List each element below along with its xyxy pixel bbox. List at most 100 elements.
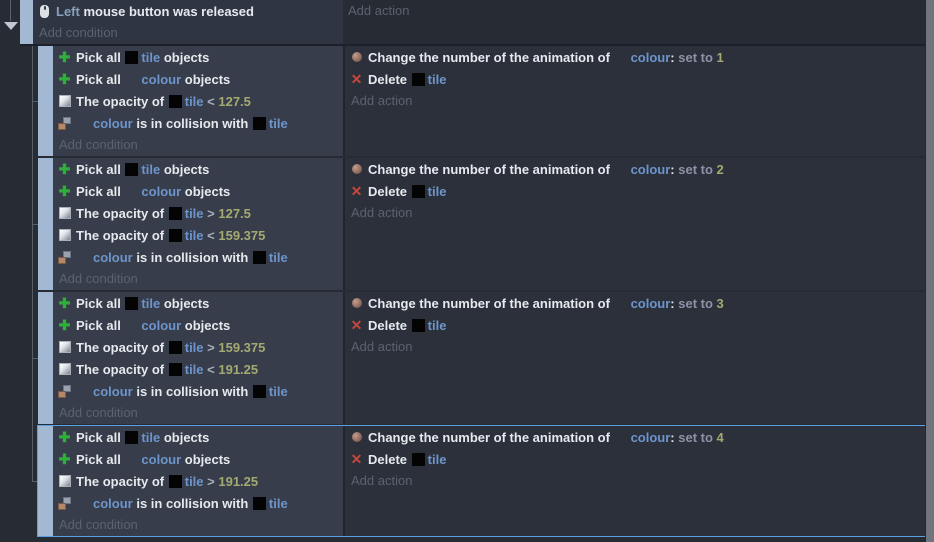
text-segment: Delete (368, 317, 411, 333)
text-segment: 191.25 (218, 361, 259, 377)
add-action-link[interactable]: Add action (351, 473, 413, 488)
condition-row[interactable]: The opacity of tile > 159.375 (53, 336, 343, 358)
tree-connector (32, 101, 39, 102)
text-segment: Delete (368, 71, 411, 87)
condition-row[interactable]: The opacity of tile < 191.25 (53, 358, 343, 380)
add-action-link[interactable]: Add action (351, 205, 413, 220)
row-text: Delete tile (368, 184, 446, 199)
pick-all-icon (57, 296, 72, 311)
row-text: Change the number of the animation of co… (368, 430, 724, 445)
row-text: Pick all tile objects (76, 50, 209, 65)
condition-row[interactable]: Pick all colour objects (53, 68, 343, 90)
text-segment: Delete (368, 451, 411, 467)
collision-icon (57, 496, 72, 511)
action-row[interactable]: Delete tile (345, 448, 934, 470)
actions-panel: Change the number of the animation of co… (343, 426, 934, 536)
pick-all-icon (57, 50, 72, 65)
delete-icon (349, 72, 364, 87)
condition-row[interactable]: Pick all tile objects (53, 426, 343, 448)
tile-object-icon (411, 452, 425, 466)
text-segment: is in collision with (132, 495, 252, 511)
delete-icon (349, 184, 364, 199)
condition-row[interactable]: colour is in collision with tile (53, 492, 343, 514)
scrollbar-thumb[interactable] (925, 0, 934, 542)
root-conditions-panel: Left mouse button was released Add condi… (33, 0, 343, 44)
add-condition-link[interactable]: Add condition (59, 517, 138, 532)
text-segment: set to (678, 49, 717, 65)
sub-event-block-4[interactable]: Pick all tile objectsPick all colour obj… (37, 425, 934, 537)
pick-all-icon (57, 162, 72, 177)
action-row[interactable]: Change the number of the animation of co… (345, 46, 934, 68)
row-text: Change the number of the animation of co… (368, 296, 724, 311)
condition-row[interactable]: The opacity of tile > 191.25 (53, 470, 343, 492)
event-handle[interactable] (38, 426, 53, 536)
condition-row[interactable]: Pick all colour objects (53, 314, 343, 336)
text-segment: objects (160, 161, 210, 177)
text-segment: Change the number of the animation of (368, 429, 614, 445)
add-condition-link[interactable]: Add condition (59, 137, 138, 152)
row-text: The opacity of tile < 191.25 (76, 362, 258, 377)
condition-row[interactable]: Pick all tile objects (53, 158, 343, 180)
action-row[interactable]: Delete tile (345, 314, 934, 336)
text-segment: objects (181, 317, 231, 333)
condition-row[interactable]: colour is in collision with tile (53, 380, 343, 402)
condition-row[interactable]: The opacity of tile > 127.5 (53, 202, 343, 224)
condition-row[interactable]: colour is in collision with tile (53, 246, 343, 268)
action-row[interactable]: Delete tile (345, 180, 934, 202)
add-action-link[interactable]: Add action (348, 3, 410, 18)
action-row[interactable]: Change the number of the animation of co… (345, 158, 934, 180)
tile-object-icon (125, 162, 139, 176)
text-segment: Delete (368, 183, 411, 199)
condition-row[interactable]: The opacity of tile < 159.375 (53, 224, 343, 246)
condition-row[interactable]: Left mouse button was released (33, 0, 343, 22)
row-text: The opacity of tile < 127.5 (76, 94, 251, 109)
condition-row[interactable]: Pick all tile objects (53, 292, 343, 314)
action-row[interactable]: Delete tile (345, 68, 934, 90)
tree-line (10, 0, 11, 21)
add-condition-link[interactable]: Add condition (59, 405, 138, 420)
colour-object-icon (615, 163, 628, 176)
text-segment: tile (184, 93, 204, 109)
pick-all-icon (57, 430, 72, 445)
text-segment: tile (427, 71, 447, 87)
sub-event-block-1[interactable]: Pick all tile objects Pick all colour obj… (38, 46, 934, 156)
text-segment: Pick all (76, 429, 125, 445)
text-segment: objects (181, 451, 231, 467)
text-segment: is in collision with (132, 383, 252, 399)
text-segment: tile (427, 451, 447, 467)
add-condition-link[interactable]: Add condition (39, 25, 118, 40)
text-segment: Left (56, 3, 84, 19)
event-handle[interactable] (38, 46, 53, 156)
tile-object-icon (168, 474, 182, 488)
text-segment: tile (141, 161, 161, 177)
action-row[interactable]: Change the number of the animation of co… (345, 292, 934, 314)
action-row[interactable]: Change the number of the animation of co… (345, 426, 934, 448)
pick-all-icon (57, 72, 72, 87)
text-segment: colour (93, 249, 133, 265)
sub-event-block-2[interactable]: Pick all tile objectsPick all colour obj… (38, 158, 934, 290)
sub-event-block-3[interactable]: Pick all tile objectsPick all colour obj… (38, 292, 934, 424)
event-handle[interactable] (38, 158, 53, 290)
add-action-link[interactable]: Add action (351, 93, 413, 108)
colour-object-icon (615, 297, 628, 310)
event-handle[interactable] (38, 292, 53, 424)
text-segment: 3 (716, 295, 724, 311)
add-condition-link[interactable]: Add condition (59, 271, 138, 286)
condition-row[interactable]: Pick all colour objects (53, 180, 343, 202)
condition-row[interactable]: The opacity of tile < 127.5 (53, 90, 343, 112)
condition-row[interactable]: Pick all tile objects (53, 46, 343, 68)
text-segment: The opacity of (76, 339, 168, 355)
row-text: Pick all tile objects (76, 430, 209, 445)
row-text: Delete tile (368, 452, 446, 467)
add-action-link[interactable]: Add action (351, 339, 413, 354)
condition-row[interactable]: Pick all colour objects (53, 448, 343, 470)
text-segment: 159.375 (218, 227, 266, 243)
conditions-panel: Pick all tile objectsPick all colour obj… (53, 158, 343, 290)
root-event-block[interactable]: Left mouse button was released Add condi… (20, 0, 934, 46)
condition-row[interactable]: colour is in collision with tile (53, 112, 343, 134)
opacity-icon (57, 340, 72, 355)
text-segment: colour (93, 115, 133, 131)
collapse-arrow-icon[interactable] (4, 22, 18, 30)
event-handle[interactable] (20, 0, 33, 44)
text-segment: Change the number of the animation of (368, 295, 614, 311)
